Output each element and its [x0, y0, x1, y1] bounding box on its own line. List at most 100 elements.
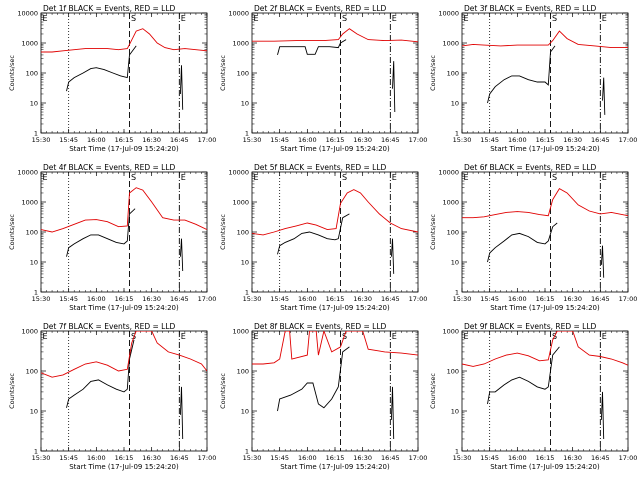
x-tick-label: 16:45 [170, 136, 189, 144]
y-tick-label: 1000 [21, 328, 38, 336]
marker-letter: E [392, 332, 397, 341]
series-group [41, 187, 207, 272]
marker-letter: S [342, 14, 347, 23]
y-tick-label: 100 [447, 368, 459, 376]
x-tick-label: 16:00 [87, 136, 106, 144]
series-group [462, 187, 628, 278]
panel-title: Det 5f BLACK = Events, RED = LLD [254, 163, 387, 172]
x-axis-label: Start Time (17-Jul-09 15:24:20) [69, 463, 179, 471]
x-tick-label: 16:45 [591, 454, 610, 462]
y-tick-label: 10 [30, 259, 38, 267]
y-tick-label: 10000 [228, 10, 249, 18]
y-tick-label: 10000 [438, 169, 459, 177]
x-tick-label: 16:45 [591, 295, 610, 303]
plot-frame [461, 12, 629, 134]
events-series-line [602, 77, 606, 115]
x-tick-label: 17:00 [619, 295, 638, 303]
lld-series-line [462, 30, 628, 49]
y-tick-label: 1000 [232, 40, 249, 48]
y-tick-label: 10000 [17, 169, 38, 177]
panel-title: Det 8f BLACK = Events, RED = LLD [254, 322, 387, 331]
lld-series-line [252, 189, 418, 236]
y-tick-label: 1 [245, 289, 249, 297]
panel-det-6f: Det 6f BLACK = Events, RED = LLD 15:30 15:… [429, 163, 637, 312]
x-tick-label: 17:00 [619, 454, 638, 462]
x-tick-label: 16:00 [508, 295, 527, 303]
y-tick-label: 100 [26, 229, 38, 237]
x-axis-label: Start Time (17-Jul-09 15:24:20) [490, 463, 600, 471]
events-series-line [600, 245, 605, 278]
x-tick-label: 15:45 [270, 136, 289, 144]
y-tick-label: 1000 [442, 40, 459, 48]
panel-title: Det 9f BLACK = Events, RED = LLD [464, 322, 597, 331]
x-tick-label: 15:30 [243, 136, 262, 144]
marker-letter: E [181, 332, 186, 341]
y-tick-label: 100 [26, 368, 38, 376]
x-tick-label: 16:15 [536, 295, 555, 303]
marker-letter: S [552, 173, 557, 182]
x-tick-label: 15:30 [453, 136, 472, 144]
x-tick-label: 16:30 [142, 454, 161, 462]
x-axis-label: Start Time (17-Jul-09 15:24:20) [490, 304, 600, 312]
series-group [252, 28, 418, 113]
x-tick-label: 15:45 [480, 454, 499, 462]
events-series-line [179, 386, 184, 440]
x-tick-label: 16:45 [381, 454, 400, 462]
x-tick-label: 15:30 [32, 295, 51, 303]
y-tick-label: 10 [241, 259, 249, 267]
y-tick-label: 1000 [442, 199, 459, 207]
x-axis-label: Start Time (17-Jul-09 15:24:20) [280, 463, 390, 471]
x-tick-label: 16:15 [115, 454, 134, 462]
events-series-line [179, 238, 184, 272]
marker-letter: S [131, 14, 136, 23]
y-axis-label: Counts/sec [219, 55, 227, 91]
x-tick-label: 17:00 [198, 454, 217, 462]
y-axis-label: Counts/sec [8, 373, 16, 409]
x-tick-label: 16:00 [298, 136, 317, 144]
panel-title: Det 2f BLACK = Events, RED = LLD [254, 4, 387, 13]
x-tick-label: 17:00 [198, 295, 217, 303]
panel-det-2f: Det 2f BLACK = Events, RED = LLD 15:30 15:… [219, 4, 427, 153]
x-tick-label: 15:30 [32, 136, 51, 144]
y-tick-label: 10 [30, 100, 38, 108]
marker-letter: E [253, 332, 258, 341]
y-tick-label: 1000 [232, 199, 249, 207]
x-tick-label: 17:00 [409, 454, 428, 462]
panel-title: Det 3f BLACK = Events, RED = LLD [464, 4, 597, 13]
x-tick-label: 15:30 [453, 295, 472, 303]
y-tick-label: 10 [241, 100, 249, 108]
marker-letter: S [131, 173, 136, 182]
panel-det-1f: Det 1f BLACK = Events, RED = LLD 15:30 15:… [8, 4, 216, 153]
x-tick-label: 16:00 [508, 136, 527, 144]
y-tick-label: 1000 [442, 328, 459, 336]
lld-series-line [252, 28, 418, 43]
y-tick-label: 1 [245, 130, 249, 138]
y-tick-label: 100 [237, 368, 249, 376]
x-tick-label: 16:30 [563, 454, 582, 462]
x-tick-label: 16:30 [563, 295, 582, 303]
y-tick-label: 100 [237, 229, 249, 237]
marker-letter: E [181, 173, 186, 182]
panel-det-5f: Det 5f BLACK = Events, RED = LLD 15:30 15:… [219, 163, 427, 312]
x-tick-label: 16:45 [381, 295, 400, 303]
marker-letter: E [463, 332, 468, 341]
panel-det-7f: Det 7f BLACK = Events, RED = LLD 15:30 15:… [8, 322, 216, 471]
x-tick-label: 15:45 [270, 295, 289, 303]
plot-frame [40, 171, 208, 293]
y-axis-label: Counts/sec [219, 214, 227, 250]
events-series-line [390, 238, 395, 274]
events-series-line [66, 45, 137, 92]
y-tick-label: 10 [241, 408, 249, 416]
y-tick-label: 10000 [438, 10, 459, 18]
x-tick-label: 16:30 [353, 295, 372, 303]
panel-title: Det 7f BLACK = Events, RED = LLD [43, 322, 176, 331]
y-tick-label: 100 [26, 70, 38, 78]
plot-frame [40, 330, 208, 452]
plot-frame [251, 171, 419, 293]
plot-frame [461, 171, 629, 293]
y-tick-label: 10000 [228, 169, 249, 177]
x-tick-label: 15:45 [480, 136, 499, 144]
x-tick-label: 16:30 [353, 454, 372, 462]
x-tick-label: 15:45 [59, 136, 78, 144]
y-axis-label: Counts/sec [429, 55, 437, 91]
